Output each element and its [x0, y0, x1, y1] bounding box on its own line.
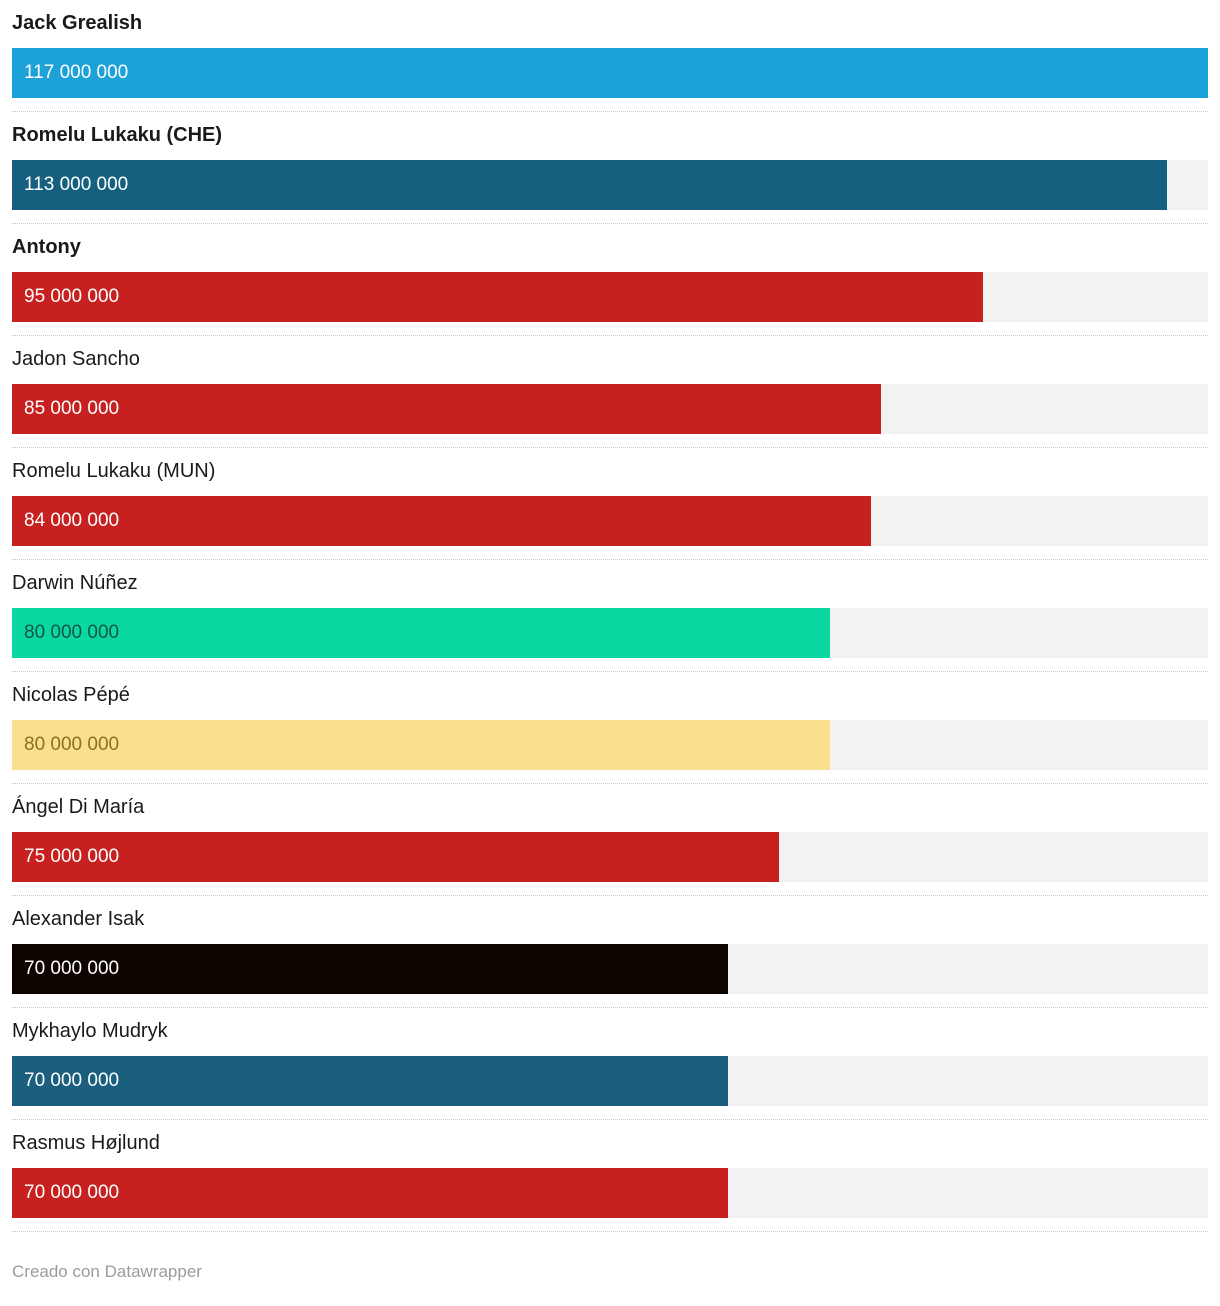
bar-value: 84 000 000 — [24, 510, 120, 531]
bar-value: 70 000 000 — [24, 1070, 120, 1091]
bar-label: Jack Grealish — [12, 12, 143, 34]
bar-label: Antony — [12, 236, 81, 258]
bar: 85 000 000 — [12, 384, 881, 434]
bar-label: Nicolas Pépé — [12, 684, 130, 706]
bar-label: Romelu Lukaku (CHE) — [12, 124, 223, 146]
bar-track: 70 000 000 — [12, 1056, 1208, 1106]
bar-track: 80 000 000 — [12, 720, 1208, 770]
bar-row: Jadon Sancho 85 000 000 — [12, 336, 1208, 448]
bar-row: Darwin Núñez 80 000 000 — [12, 560, 1208, 672]
bar: 70 000 000 — [12, 1168, 728, 1218]
bar-row: Ángel Di María 75 000 000 — [12, 784, 1208, 896]
bar-value: 95 000 000 — [24, 286, 120, 307]
bar-value: 117 000 000 — [24, 62, 129, 83]
bar-value: 80 000 000 — [24, 622, 120, 643]
bar-row: Romelu Lukaku (CHE) 113 000 000 — [12, 112, 1208, 224]
bar: 80 000 000 — [12, 720, 830, 770]
bar-track: 80 000 000 — [12, 608, 1208, 658]
bar-value: 75 000 000 — [24, 846, 120, 867]
bar: 113 000 000 — [12, 160, 1168, 210]
bar-row: Romelu Lukaku (MUN) 84 000 000 — [12, 448, 1208, 560]
bar: 70 000 000 — [12, 1056, 728, 1106]
bar: 95 000 000 — [12, 272, 984, 322]
bar: 75 000 000 — [12, 832, 779, 882]
bar-track: 75 000 000 — [12, 832, 1208, 882]
bar-value: 70 000 000 — [24, 1182, 120, 1203]
bar-row: Jack Grealish 117 000 000 — [12, 0, 1208, 112]
bar-label: Romelu Lukaku (MUN) — [12, 460, 216, 482]
bar-track: 70 000 000 — [12, 944, 1208, 994]
bar-track: 113 000 000 — [12, 160, 1208, 210]
bar-value: 80 000 000 — [24, 734, 120, 755]
bar-label: Rasmus Højlund — [12, 1132, 160, 1154]
bar-track: 95 000 000 — [12, 272, 1208, 322]
bar-label: Mykhaylo Mudryk — [12, 1020, 168, 1042]
bar-label: Alexander Isak — [12, 908, 145, 930]
bar-label: Ángel Di María — [12, 796, 145, 818]
bar-row: Alexander Isak 70 000 000 — [12, 896, 1208, 1008]
bar: 80 000 000 — [12, 608, 830, 658]
bar-label: Jadon Sancho — [12, 348, 140, 370]
bar-label: Darwin Núñez — [12, 572, 138, 594]
bar: 84 000 000 — [12, 496, 871, 546]
bar-row: Rasmus Højlund 70 000 000 — [12, 1120, 1208, 1232]
bar-track: 84 000 000 — [12, 496, 1208, 546]
bar-chart: Jack Grealish 117 000 000 Romelu Lukaku … — [12, 0, 1208, 1232]
bar-row: Mykhaylo Mudryk 70 000 000 — [12, 1008, 1208, 1120]
bar: 70 000 000 — [12, 944, 728, 994]
bar-track: 117 000 000 — [12, 48, 1208, 98]
bar-value: 113 000 000 — [24, 174, 129, 195]
bar-row: Nicolas Pépé 80 000 000 — [12, 672, 1208, 784]
bar-row: Antony 95 000 000 — [12, 224, 1208, 336]
bar-track: 70 000 000 — [12, 1168, 1208, 1218]
bar-track: 85 000 000 — [12, 384, 1208, 434]
chart-credit: Creado con Datawrapper — [12, 1262, 202, 1281]
bar: 117 000 000 — [12, 48, 1208, 98]
bar-value: 85 000 000 — [24, 398, 120, 419]
bar-value: 70 000 000 — [24, 958, 120, 979]
